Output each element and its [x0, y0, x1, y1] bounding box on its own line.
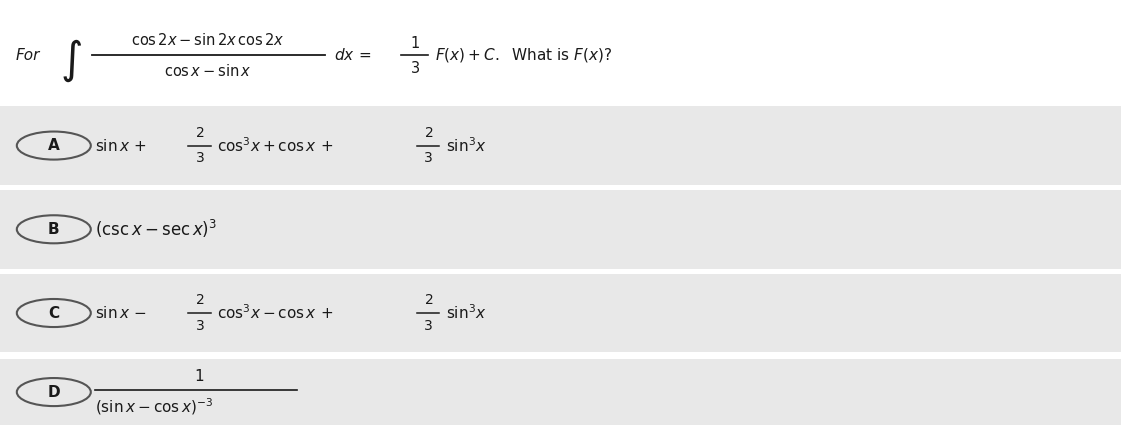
Text: $2$: $2$ — [195, 293, 204, 307]
Text: $2$: $2$ — [424, 293, 433, 307]
Text: $3$: $3$ — [410, 60, 419, 76]
Text: $\mathrm{sin}\,x\,+$: $\mathrm{sin}\,x\,+$ — [95, 138, 147, 153]
Text: $2$: $2$ — [424, 126, 433, 140]
Text: $3$: $3$ — [424, 319, 433, 333]
Text: $2$: $2$ — [195, 126, 204, 140]
Text: $(\mathrm{csc}\,x - \mathrm{sec}\,x)^3$: $(\mathrm{csc}\,x - \mathrm{sec}\,x)^3$ — [95, 218, 217, 241]
Circle shape — [17, 132, 91, 160]
Text: $\mathrm{cos}\,2x - \mathrm{sin}\,2x\,\mathrm{cos}\,2x$: $\mathrm{cos}\,2x - \mathrm{sin}\,2x\,\m… — [130, 32, 285, 48]
FancyBboxPatch shape — [0, 274, 1121, 352]
Text: C: C — [48, 306, 59, 320]
FancyBboxPatch shape — [0, 190, 1121, 269]
Circle shape — [17, 378, 91, 406]
Text: $\mathrm{sin}^3 x$: $\mathrm{sin}^3 x$ — [446, 136, 487, 155]
Text: B: B — [48, 222, 59, 237]
Text: $\int$: $\int$ — [59, 37, 82, 84]
Text: $3$: $3$ — [195, 151, 204, 165]
Circle shape — [17, 299, 91, 327]
Text: $1$: $1$ — [410, 34, 419, 51]
Text: $\mathrm{sin}\,x\,-$: $\mathrm{sin}\,x\,-$ — [95, 305, 147, 321]
Circle shape — [17, 215, 91, 243]
Text: $F(x)+C.$  What is $F(x)$?: $F(x)+C.$ What is $F(x)$? — [435, 46, 612, 64]
Text: $\mathrm{cos}^3 x + \mathrm{cos}\,x\,+$: $\mathrm{cos}^3 x + \mathrm{cos}\,x\,+$ — [217, 136, 334, 155]
Text: $1$: $1$ — [194, 368, 205, 384]
Text: $\mathrm{cos}^3 x - \mathrm{cos}\,x\,+$: $\mathrm{cos}^3 x - \mathrm{cos}\,x\,+$ — [217, 303, 334, 322]
Text: $3$: $3$ — [195, 319, 204, 333]
FancyBboxPatch shape — [0, 359, 1121, 425]
Text: D: D — [47, 385, 61, 399]
Text: $\mathrm{sin}^3 x$: $\mathrm{sin}^3 x$ — [446, 303, 487, 322]
Text: $\mathrm{cos}\,x - \mathrm{sin}\,x$: $\mathrm{cos}\,x - \mathrm{sin}\,x$ — [164, 63, 251, 79]
FancyBboxPatch shape — [0, 106, 1121, 185]
Text: For: For — [16, 48, 40, 63]
Text: $dx\,=\,$: $dx\,=\,$ — [334, 47, 371, 63]
Text: $(\mathrm{sin}\,x - \mathrm{cos}\,x)^{-3}$: $(\mathrm{sin}\,x - \mathrm{cos}\,x)^{-3… — [95, 397, 213, 417]
Text: A: A — [48, 138, 59, 153]
Text: $3$: $3$ — [424, 151, 433, 165]
